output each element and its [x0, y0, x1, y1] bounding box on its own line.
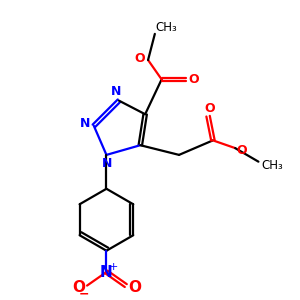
Text: N: N: [80, 117, 90, 130]
Text: O: O: [128, 280, 141, 295]
Text: O: O: [72, 280, 85, 295]
Text: N: N: [100, 266, 113, 280]
Text: O: O: [188, 73, 199, 86]
Text: O: O: [205, 102, 215, 115]
Text: O: O: [237, 144, 247, 157]
Text: +: +: [109, 262, 118, 272]
Text: O: O: [134, 52, 145, 64]
Text: N: N: [102, 157, 112, 170]
Text: CH₃: CH₃: [261, 159, 283, 172]
Text: N: N: [111, 85, 121, 98]
Text: CH₃: CH₃: [156, 21, 177, 34]
Text: −: −: [79, 288, 89, 300]
